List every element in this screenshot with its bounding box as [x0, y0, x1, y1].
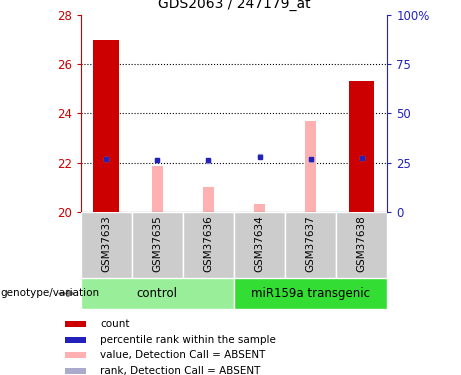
Bar	[152, 166, 163, 212]
Text: GSM37633: GSM37633	[101, 215, 111, 272]
Bar	[132, 212, 183, 278]
Text: GSM37635: GSM37635	[152, 215, 162, 272]
Bar	[203, 187, 214, 212]
Text: value, Detection Call = ABSENT: value, Detection Call = ABSENT	[100, 350, 266, 360]
Text: GSM37637: GSM37637	[306, 215, 316, 272]
Text: GSM37636: GSM37636	[203, 215, 213, 272]
Text: count: count	[100, 319, 130, 329]
Text: genotype/variation: genotype/variation	[0, 288, 99, 298]
Text: miR159a transgenic: miR159a transgenic	[251, 287, 370, 300]
Bar	[81, 212, 132, 278]
Bar	[65, 337, 86, 343]
Text: control: control	[137, 287, 178, 300]
Bar	[336, 212, 387, 278]
Text: percentile rank within the sample: percentile rank within the sample	[100, 335, 276, 345]
Bar	[183, 212, 234, 278]
Bar	[94, 40, 119, 212]
Text: GSM37638: GSM37638	[357, 215, 366, 272]
Bar	[349, 81, 374, 212]
Bar	[81, 278, 234, 309]
Bar	[234, 278, 387, 309]
Bar	[305, 121, 316, 212]
Bar	[65, 368, 86, 374]
Bar	[234, 212, 285, 278]
Title: GDS2063 / 247179_at: GDS2063 / 247179_at	[158, 0, 310, 11]
Bar	[65, 321, 86, 327]
Bar	[65, 352, 86, 358]
Bar	[254, 204, 265, 212]
Bar	[285, 212, 336, 278]
Text: rank, Detection Call = ABSENT: rank, Detection Call = ABSENT	[100, 366, 260, 375]
Text: GSM37634: GSM37634	[254, 215, 265, 272]
